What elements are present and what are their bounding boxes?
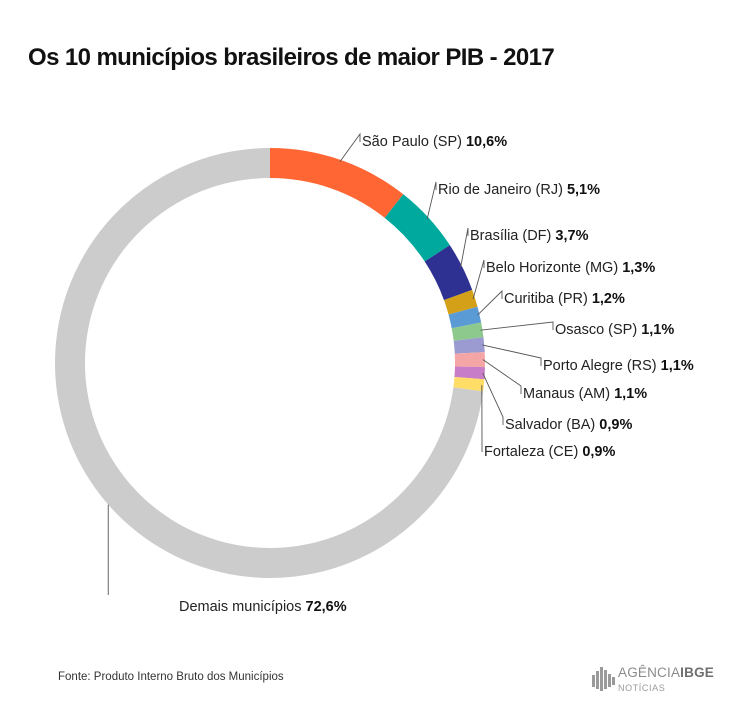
leader-line <box>482 372 504 425</box>
leader-line <box>480 321 554 331</box>
slice-label-demais-municipios: Demais municípios 72,6% <box>179 599 347 615</box>
slice-label-porto-alegre-rs: Porto Alegre (RS) 1,1% <box>543 358 694 374</box>
slice-label-curitiba-pr: Curitiba (PR) 1,2% <box>504 291 625 307</box>
leader-line <box>460 227 469 268</box>
slice-manaus-am <box>454 352 485 368</box>
leader-line <box>482 344 542 366</box>
agencia-ibge-logo: AGÊNCIAIBGE NOTÍCIAS <box>588 664 728 704</box>
leader-line <box>477 289 503 316</box>
page-title: Os 10 municípios brasileiros de maior PI… <box>28 44 555 71</box>
slice-label-osasco-sp: Osasco (SP) 1,1% <box>555 322 674 338</box>
leader-line <box>472 259 485 299</box>
slice-rio-de-janeiro-rj <box>384 194 450 262</box>
slice-belo-horizonte-mg <box>443 289 478 315</box>
slice-label-salvador-ba: Salvador (BA) 0,9% <box>505 417 632 433</box>
slice-sao-paulo-sp <box>270 148 404 218</box>
leader-line <box>482 359 522 394</box>
slice-label-manaus-am: Manaus (AM) 1,1% <box>523 386 647 402</box>
source-note: Fonte: Produto Interno Bruto dos Municíp… <box>58 671 284 683</box>
slice-label-brasilia-df: Brasília (DF) 3,7% <box>470 228 589 244</box>
slice-label-fortaleza-ce: Fortaleza (CE) 0,9% <box>484 444 615 460</box>
slice-curitiba-pr <box>448 306 482 329</box>
leader-line <box>339 132 361 163</box>
logo-brand: AGÊNCIAIBGE <box>618 665 714 680</box>
slice-fortaleza-ce <box>453 376 485 392</box>
slice-brasilia-df <box>424 245 473 301</box>
slice-label-sao-paulo-sp: São Paulo (SP) 10,6% <box>362 134 507 150</box>
slice-porto-alegre-rs <box>453 337 485 354</box>
slice-label-rio-de-janeiro-rj: Rio de Janeiro (RJ) 5,1% <box>438 182 600 198</box>
leader-line <box>426 181 437 220</box>
ibge-logo-icon <box>592 667 615 691</box>
slice-label-belo-horizonte-mg: Belo Horizonte (MG) 1,3% <box>486 260 655 276</box>
logo-sub: NOTÍCIAS <box>618 683 666 693</box>
slice-salvador-ba <box>454 366 485 380</box>
slice-osasco-sp <box>451 322 484 341</box>
